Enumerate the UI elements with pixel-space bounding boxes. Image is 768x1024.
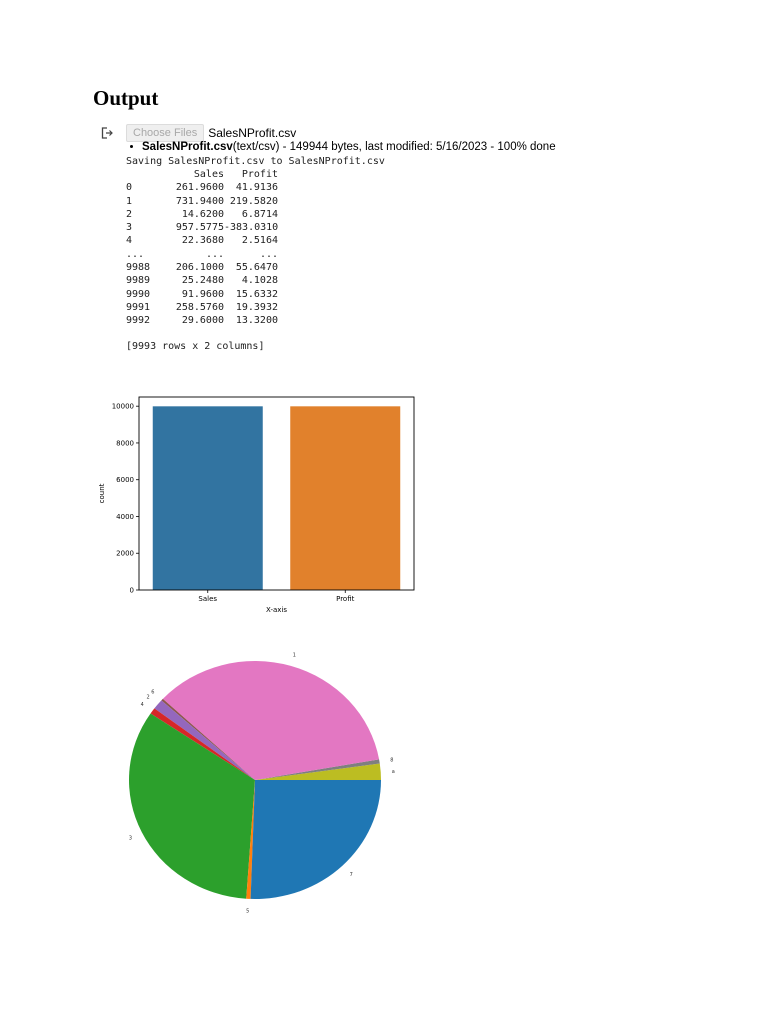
- cell: 55.6470: [235, 262, 278, 274]
- table-row: 9990 91.9600 15.6332: [126, 288, 278, 301]
- row-index: 4: [126, 235, 133, 247]
- cell: 13.3200: [235, 315, 278, 327]
- row-index: 9988: [126, 262, 151, 274]
- pie-slice: [255, 763, 381, 780]
- output-redirect-icon: [101, 127, 113, 139]
- cell: 731.9400: [175, 195, 224, 207]
- cell: 41.9136: [235, 182, 278, 194]
- dataframe-output: Sales Profit 0 261.9600 41.9136 1 731.9400 219.…: [126, 168, 278, 328]
- cell: 957.5775: [175, 222, 224, 234]
- pie-chart: a 8 1 624 3 5 7: [129, 652, 395, 915]
- row-index: 2: [126, 208, 133, 220]
- uploaded-file-info: (text/csv) - 149944 bytes, last modified…: [232, 141, 556, 153]
- row-index: 0: [126, 182, 133, 194]
- pie-slice-label: 7: [350, 872, 353, 878]
- pie-slice-label: 5: [246, 909, 249, 915]
- table-row: .........: [126, 248, 278, 261]
- cell: 4.1028: [241, 275, 278, 287]
- bar-profit: [290, 406, 401, 590]
- y-tick-label: 0: [130, 587, 134, 595]
- pie-slice: [150, 708, 255, 780]
- table-row: 9991 258.5760 19.3932: [126, 301, 278, 314]
- row-index: ...: [126, 248, 145, 260]
- cell: 2.5164: [241, 235, 278, 247]
- row-index: [126, 168, 162, 181]
- pie-slice-label: 2: [146, 695, 149, 701]
- y-tick-label: 10000: [112, 403, 134, 411]
- cell: 219.5820: [229, 195, 278, 207]
- bar-sales: [152, 406, 263, 590]
- table-row: 2 14.6200 6.8714: [126, 208, 278, 221]
- pie-slice: [246, 780, 255, 899]
- row-index: 1: [126, 195, 133, 207]
- pie-slice-label: 3: [129, 835, 132, 841]
- cell: 258.5760: [175, 301, 224, 313]
- table-row: 1 731.9400 219.5820: [126, 195, 278, 208]
- x-tick-label: Profit: [336, 595, 355, 603]
- uploaded-file-item: SalesNProfit.csv(text/csv) - 149944 byte…: [130, 141, 556, 153]
- cell: 91.9600: [181, 288, 224, 300]
- cell: ...: [205, 248, 224, 260]
- table-header: Sales Profit: [126, 168, 278, 181]
- plot-frame: [138, 396, 415, 591]
- pie-slice-label: 8: [390, 758, 393, 764]
- y-tick-label: 2000: [116, 550, 134, 558]
- y-tick-label: 8000: [116, 439, 134, 447]
- dataframe-shape: [9993 rows x 2 columns]: [126, 341, 265, 352]
- pie-slice: [255, 759, 380, 780]
- cell: 15.6332: [235, 288, 278, 300]
- cell: 22.3680: [181, 235, 224, 247]
- cell: Profit: [241, 169, 278, 180]
- bullet-icon: [130, 145, 133, 149]
- table-row: 4 22.3680 2.5164: [126, 234, 278, 247]
- pie-slice-label: 6: [151, 690, 154, 696]
- cell: 29.6000: [181, 315, 224, 327]
- chosen-file-name: SalesNProfit.csv: [208, 126, 297, 140]
- x-tick-label: Sales: [198, 595, 217, 603]
- uploaded-file-name: SalesNProfit.csv: [142, 141, 233, 153]
- pie-slice-label: 1: [293, 652, 296, 658]
- pie-slice: [129, 713, 255, 899]
- pie-slice: [154, 700, 255, 780]
- pie-slice-label: a: [392, 769, 395, 775]
- pie-slice: [161, 698, 255, 780]
- file-upload-row: Choose Files SalesNProfit.csv: [126, 124, 297, 142]
- table-row: 9992 29.6000 13.3200: [126, 314, 278, 327]
- table-row: 3 957.5775 -383.0310: [126, 221, 278, 234]
- row-index: 9989: [126, 275, 151, 287]
- cell: ...: [259, 248, 278, 260]
- row-index: 9991: [126, 301, 151, 313]
- cell: 261.9600: [175, 182, 224, 194]
- y-tick-label: 4000: [116, 513, 134, 521]
- bar-chart: Sales Profit 0 2000 4000 6000 8000 10000 X-axis c…: [98, 396, 415, 614]
- pie-slice: [162, 661, 380, 780]
- y-tick-label: 6000: [116, 476, 134, 484]
- table-row: 9988 206.1000 55.6470: [126, 261, 278, 274]
- x-axis-label: X-axis: [266, 606, 287, 614]
- output-heading: Output: [93, 86, 159, 110]
- pie-slice: [250, 780, 381, 899]
- y-axis-label: count: [98, 483, 106, 503]
- table-row: 0 261.9600 41.9136: [126, 181, 278, 194]
- cell: 14.6200: [181, 208, 224, 220]
- cell: -383.0310: [224, 222, 279, 234]
- choose-files-button[interactable]: Choose Files: [126, 124, 205, 142]
- table-row: 9989 25.2480 4.1028: [126, 274, 278, 287]
- row-index: 9990: [126, 288, 151, 300]
- cell: 25.2480: [181, 275, 224, 287]
- saving-message: Saving SalesNProfit.csv to SalesNProfit.…: [126, 156, 385, 167]
- cell: 6.8714: [241, 208, 278, 220]
- cell: Sales: [193, 169, 224, 180]
- cell: 206.1000: [175, 262, 224, 274]
- cell: 19.3932: [235, 301, 278, 313]
- pie-slice-label: 4: [141, 702, 144, 708]
- row-index: 9992: [126, 315, 151, 327]
- row-index: 3: [126, 222, 133, 234]
